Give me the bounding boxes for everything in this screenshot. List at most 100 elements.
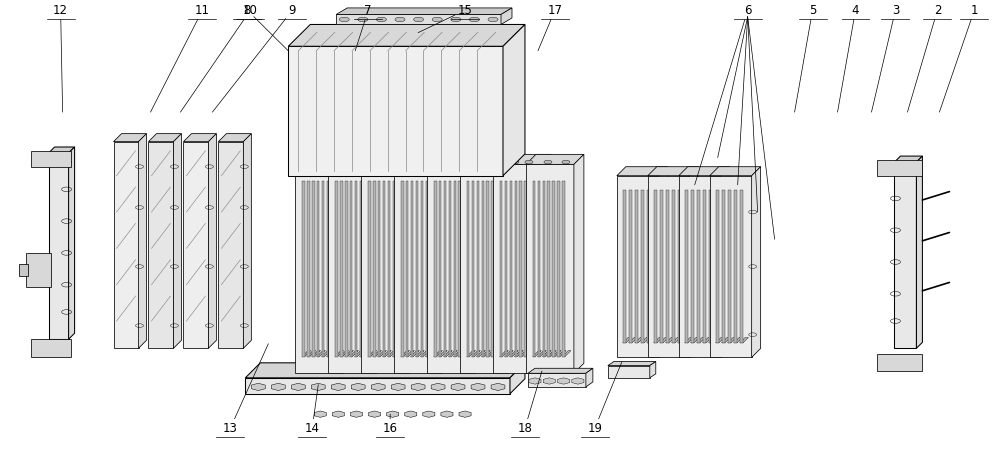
Polygon shape bbox=[586, 368, 593, 387]
Circle shape bbox=[294, 160, 302, 164]
Polygon shape bbox=[340, 350, 349, 357]
Bar bbox=[19, 264, 28, 276]
Polygon shape bbox=[416, 350, 424, 357]
Bar bbox=[312, 181, 315, 357]
Bar bbox=[332, 181, 334, 357]
Polygon shape bbox=[697, 338, 705, 343]
Bar bbox=[740, 190, 743, 343]
Polygon shape bbox=[311, 383, 325, 391]
Bar bbox=[327, 181, 329, 357]
Polygon shape bbox=[647, 338, 656, 343]
Polygon shape bbox=[475, 154, 485, 373]
Bar bbox=[317, 181, 319, 357]
Polygon shape bbox=[328, 154, 386, 164]
Bar bbox=[728, 190, 731, 343]
Polygon shape bbox=[430, 350, 439, 357]
Bar bbox=[383, 181, 385, 357]
Bar bbox=[666, 190, 669, 343]
Text: 7: 7 bbox=[355, 4, 372, 51]
Bar bbox=[734, 190, 737, 343]
Text: 8: 8 bbox=[244, 4, 288, 51]
Polygon shape bbox=[368, 350, 377, 357]
Circle shape bbox=[395, 17, 405, 22]
Text: 2: 2 bbox=[907, 4, 941, 112]
Polygon shape bbox=[691, 338, 699, 343]
Polygon shape bbox=[496, 350, 505, 357]
Circle shape bbox=[331, 160, 339, 164]
Polygon shape bbox=[454, 350, 462, 357]
Polygon shape bbox=[218, 134, 251, 142]
Polygon shape bbox=[271, 383, 285, 391]
Polygon shape bbox=[451, 383, 465, 391]
Circle shape bbox=[327, 160, 335, 164]
Bar bbox=[660, 190, 663, 343]
Polygon shape bbox=[49, 147, 75, 153]
Polygon shape bbox=[660, 338, 668, 343]
Polygon shape bbox=[332, 411, 344, 417]
Bar bbox=[454, 181, 456, 357]
Bar bbox=[373, 181, 376, 357]
Circle shape bbox=[358, 17, 368, 22]
Circle shape bbox=[492, 160, 500, 164]
Bar bbox=[703, 190, 706, 343]
Polygon shape bbox=[295, 164, 343, 373]
Bar bbox=[672, 190, 675, 343]
Bar bbox=[463, 181, 466, 357]
Polygon shape bbox=[491, 350, 500, 357]
Polygon shape bbox=[617, 167, 668, 176]
Bar bbox=[439, 181, 441, 357]
Polygon shape bbox=[336, 8, 512, 15]
Text: 17: 17 bbox=[538, 4, 562, 51]
Polygon shape bbox=[288, 24, 525, 46]
Polygon shape bbox=[685, 338, 693, 343]
Polygon shape bbox=[173, 134, 181, 348]
Polygon shape bbox=[617, 176, 659, 357]
Circle shape bbox=[562, 160, 570, 164]
Polygon shape bbox=[371, 383, 385, 391]
Text: 10: 10 bbox=[180, 4, 258, 112]
Polygon shape bbox=[148, 134, 181, 142]
Bar bbox=[355, 181, 357, 357]
Polygon shape bbox=[526, 164, 574, 373]
Polygon shape bbox=[427, 154, 485, 164]
Polygon shape bbox=[406, 350, 414, 357]
Circle shape bbox=[496, 160, 504, 164]
Polygon shape bbox=[434, 350, 443, 357]
Polygon shape bbox=[350, 350, 358, 357]
Polygon shape bbox=[710, 167, 761, 176]
Polygon shape bbox=[361, 164, 409, 373]
Polygon shape bbox=[740, 338, 748, 343]
Bar bbox=[500, 181, 502, 357]
Polygon shape bbox=[543, 378, 555, 384]
Bar bbox=[421, 181, 423, 357]
Polygon shape bbox=[543, 350, 551, 357]
Polygon shape bbox=[500, 350, 508, 357]
Circle shape bbox=[459, 160, 467, 164]
Text: 19: 19 bbox=[587, 362, 622, 435]
Circle shape bbox=[376, 17, 386, 22]
Polygon shape bbox=[314, 411, 326, 417]
Text: 4: 4 bbox=[838, 4, 859, 112]
Bar bbox=[647, 190, 650, 343]
Polygon shape bbox=[343, 154, 353, 373]
Polygon shape bbox=[208, 134, 216, 348]
Polygon shape bbox=[608, 361, 656, 365]
Polygon shape bbox=[467, 350, 475, 357]
Polygon shape bbox=[328, 164, 376, 373]
Polygon shape bbox=[458, 350, 467, 357]
Polygon shape bbox=[528, 368, 593, 373]
Polygon shape bbox=[703, 338, 711, 343]
Bar bbox=[360, 181, 362, 357]
Bar bbox=[350, 181, 352, 357]
Bar bbox=[691, 190, 694, 343]
Polygon shape bbox=[491, 383, 505, 391]
Polygon shape bbox=[493, 154, 551, 164]
Polygon shape bbox=[312, 350, 321, 357]
Bar bbox=[26, 253, 51, 287]
Polygon shape bbox=[608, 365, 650, 378]
Bar bbox=[302, 181, 305, 357]
Circle shape bbox=[414, 17, 424, 22]
Bar bbox=[322, 181, 324, 357]
Text: 16: 16 bbox=[383, 414, 398, 435]
Circle shape bbox=[339, 17, 349, 22]
